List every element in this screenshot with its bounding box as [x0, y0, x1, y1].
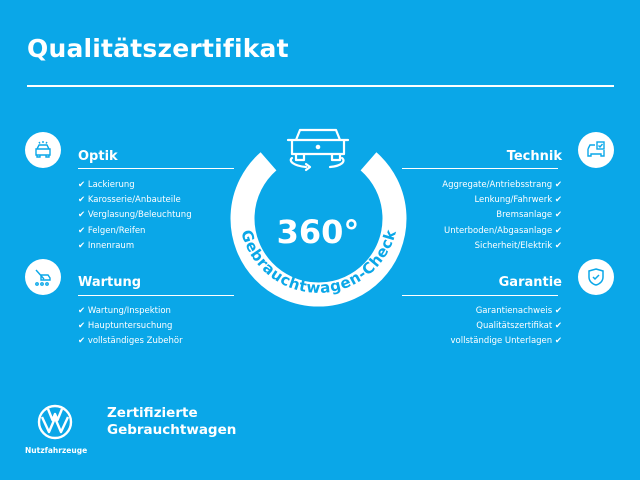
list-item: Aggregate/Antriebsstrang ✔: [442, 180, 562, 190]
section-divider: [78, 168, 234, 169]
service-tools-icon: [25, 259, 61, 295]
section-heading-wartung: Wartung: [78, 275, 142, 290]
garantie-list: Garantienachweis ✔ Qualitätszertifikat ✔…: [451, 304, 562, 350]
wartung-list: ✔ Wartung/Inspektion ✔ Hauptuntersuchung…: [78, 304, 183, 350]
list-item: Bremsanlage ✔: [496, 210, 562, 221]
list-item: Garantienachweis ✔: [475, 306, 562, 316]
section-heading-optik: Optik: [78, 149, 118, 164]
list-item: ✔ Karosserie/Anbauteile: [78, 195, 181, 206]
section-divider: [402, 295, 558, 296]
section-heading-garantie: Garantie: [498, 275, 562, 290]
list-item: vollständige Unterlagen ✔: [450, 336, 562, 347]
list-item: ✔ Lackierung: [78, 180, 135, 190]
ring: [230, 152, 407, 307]
page-title: Qualitätszertifikat: [27, 34, 289, 63]
list-item: Sicherheit/Elektrik ✔: [474, 240, 562, 251]
list-item: ✔ Innenraum: [78, 240, 135, 251]
brand-label: Zertifizierte Gebrauchtwagen: [107, 405, 237, 438]
vw-logo: [37, 404, 73, 440]
section-divider: [78, 295, 234, 296]
section-divider: [402, 168, 558, 169]
title-divider: [27, 85, 614, 87]
center-360: 360°: [277, 213, 360, 251]
logo-text: Nutzfahrzeuge: [25, 446, 88, 455]
shield-check-icon: [578, 259, 614, 295]
list-item: Unterboden/Abgasanlage ✔: [444, 225, 562, 236]
list-item: ✔ Felgen/Reifen: [78, 225, 146, 236]
technik-list: Aggregate/Antriebsstrang ✔ Lenkung/Fahrw…: [442, 178, 562, 254]
list-item: Lenkung/Fahrwerk ✔: [474, 195, 562, 206]
list-item: Qualitätszertifikat ✔: [476, 321, 562, 332]
section-heading-technik: Technik: [506, 149, 562, 164]
list-item: ✔ Wartung/Inspektion: [78, 306, 171, 316]
optik-list: ✔ Lackierung ✔ Karosserie/Anbauteile ✔ V…: [78, 178, 192, 254]
car-front-icon: [25, 132, 61, 168]
list-item: ✔ Verglasung/Beleuchtung: [78, 210, 192, 221]
list-item: ✔ vollständiges Zubehör: [78, 336, 183, 347]
list-item: ✔ Hauptuntersuchung: [78, 321, 173, 332]
car-checklist-icon: [578, 132, 614, 168]
car-rotate-icon: [286, 128, 350, 172]
